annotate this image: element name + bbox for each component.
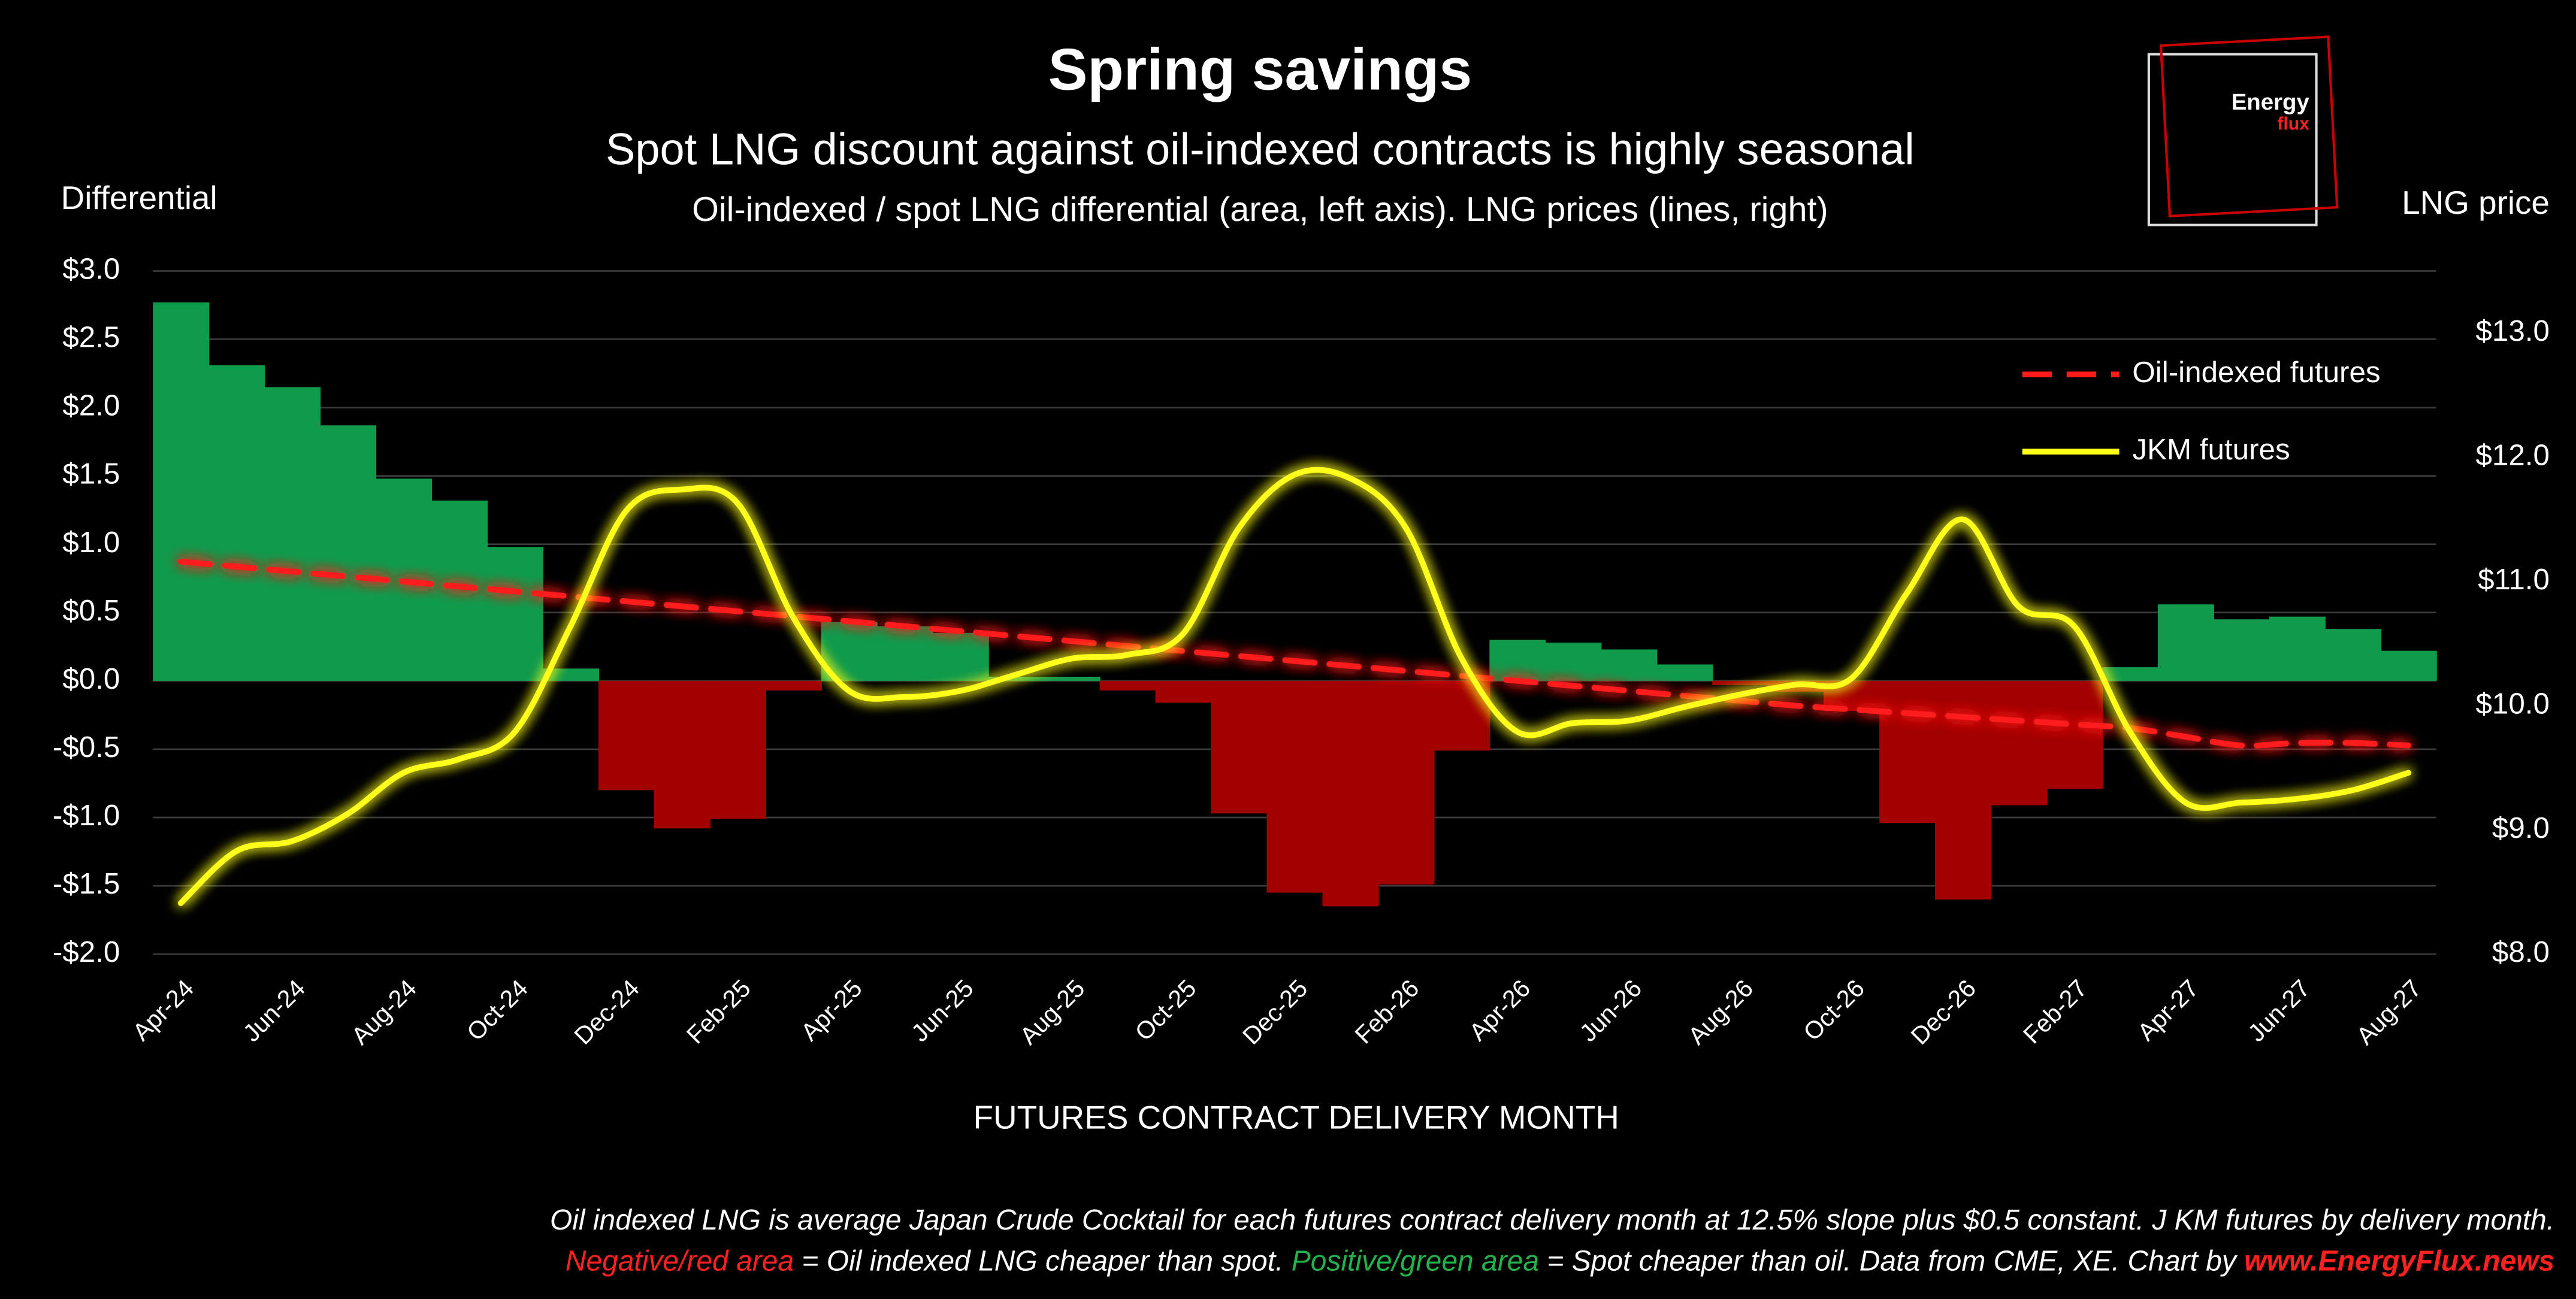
y-tick-label: $2.5 [62, 321, 120, 354]
logo-frame [2159, 35, 2339, 218]
bar [709, 680, 766, 819]
bar [1656, 664, 1713, 681]
footnote: Negative/red area = Oil indexed LNG chea… [566, 1245, 2554, 1277]
bar [208, 365, 265, 681]
footnote-part: = Oil indexed LNG cheaper than spot. [794, 1245, 1292, 1277]
y-tick-label: $1.0 [62, 526, 120, 559]
logo: Energy flux [2147, 35, 2339, 226]
bar [1211, 680, 1268, 814]
bar [1155, 680, 1212, 703]
y2-tick-label: $12.0 [2475, 439, 2549, 472]
bar [1601, 649, 1658, 681]
bar [320, 425, 377, 681]
y2-axis-label: LNG price [2402, 184, 2550, 221]
bar [654, 680, 710, 829]
logo-text: Energy [2232, 89, 2310, 115]
bar [2324, 629, 2381, 681]
footnote-part: Positive/green area [1292, 1245, 1539, 1277]
y2-tick-label: $13.0 [2475, 314, 2549, 347]
y-tick-label: $0.0 [62, 662, 120, 695]
footnote-part: Negative/red area [566, 1245, 794, 1277]
footnote-part: = Spot cheaper than oil. Data from CME, … [1539, 1245, 2244, 1277]
bar [988, 677, 1045, 681]
chart-subtitle: Spot LNG discount against oil-indexed co… [606, 125, 1915, 174]
y-tick-label: $2.0 [62, 389, 120, 422]
y-tick-label: -$2.0 [53, 935, 120, 968]
bar [1545, 642, 1602, 681]
y2-tick-label: $9.0 [2492, 812, 2550, 844]
y2-tick-label: $10.0 [2475, 687, 2549, 720]
bar [2046, 680, 2103, 789]
logo-text: flux [2277, 114, 2309, 134]
x-axis-label: FUTURES CONTRACT DELIVERY MONTH [973, 1099, 1619, 1136]
y2-tick-label: $8.0 [2492, 935, 2550, 968]
legend-label: JKM futures [2132, 433, 2290, 466]
bar [431, 500, 488, 681]
line-series [177, 558, 2412, 749]
bar [153, 302, 210, 681]
bar [2269, 616, 2326, 681]
y-axis-label: Differential [61, 179, 217, 216]
bar [486, 547, 544, 681]
bar [2380, 650, 2437, 681]
bar [1489, 640, 1546, 681]
footnote: Oil indexed LNG is average Japan Crude C… [550, 1204, 2554, 1236]
bar [1322, 680, 1379, 907]
footnote-part: Oil indexed LNG is average Japan Crude C… [550, 1204, 2554, 1236]
bar [2213, 619, 2270, 681]
line-series [177, 467, 2412, 906]
bar [1879, 680, 1936, 823]
logo-frame [2147, 53, 2318, 226]
y-tick-label: -$0.5 [53, 731, 120, 764]
chart-title: Spring savings [1048, 36, 1473, 102]
bar [2102, 667, 2159, 681]
bar [1266, 680, 1323, 893]
bar [1099, 680, 1156, 691]
y-tick-label: $1.5 [62, 458, 120, 490]
bar [598, 680, 655, 791]
y-tick-label: -$1.0 [53, 799, 120, 832]
bar [876, 626, 933, 681]
bar [264, 387, 321, 681]
bar [1712, 680, 1769, 685]
bar [1935, 680, 1992, 900]
bar [765, 680, 822, 691]
bar [2157, 604, 2214, 681]
y-tick-label: $3.0 [62, 252, 120, 285]
bar [932, 633, 989, 681]
legend-label: Oil-indexed futures [2132, 356, 2380, 389]
bar [1044, 677, 1100, 681]
y2-tick-label: $11.0 [2478, 563, 2550, 596]
chart-description: Oil-indexed / spot LNG differential (are… [692, 190, 1828, 229]
bar [542, 668, 600, 681]
bar [1991, 680, 2048, 806]
y-tick-label: $0.5 [62, 594, 120, 627]
footnote-part: www.EnergyFlux.news [2244, 1245, 2554, 1277]
y-tick-label: -$1.5 [53, 867, 120, 900]
bar [1378, 680, 1435, 885]
